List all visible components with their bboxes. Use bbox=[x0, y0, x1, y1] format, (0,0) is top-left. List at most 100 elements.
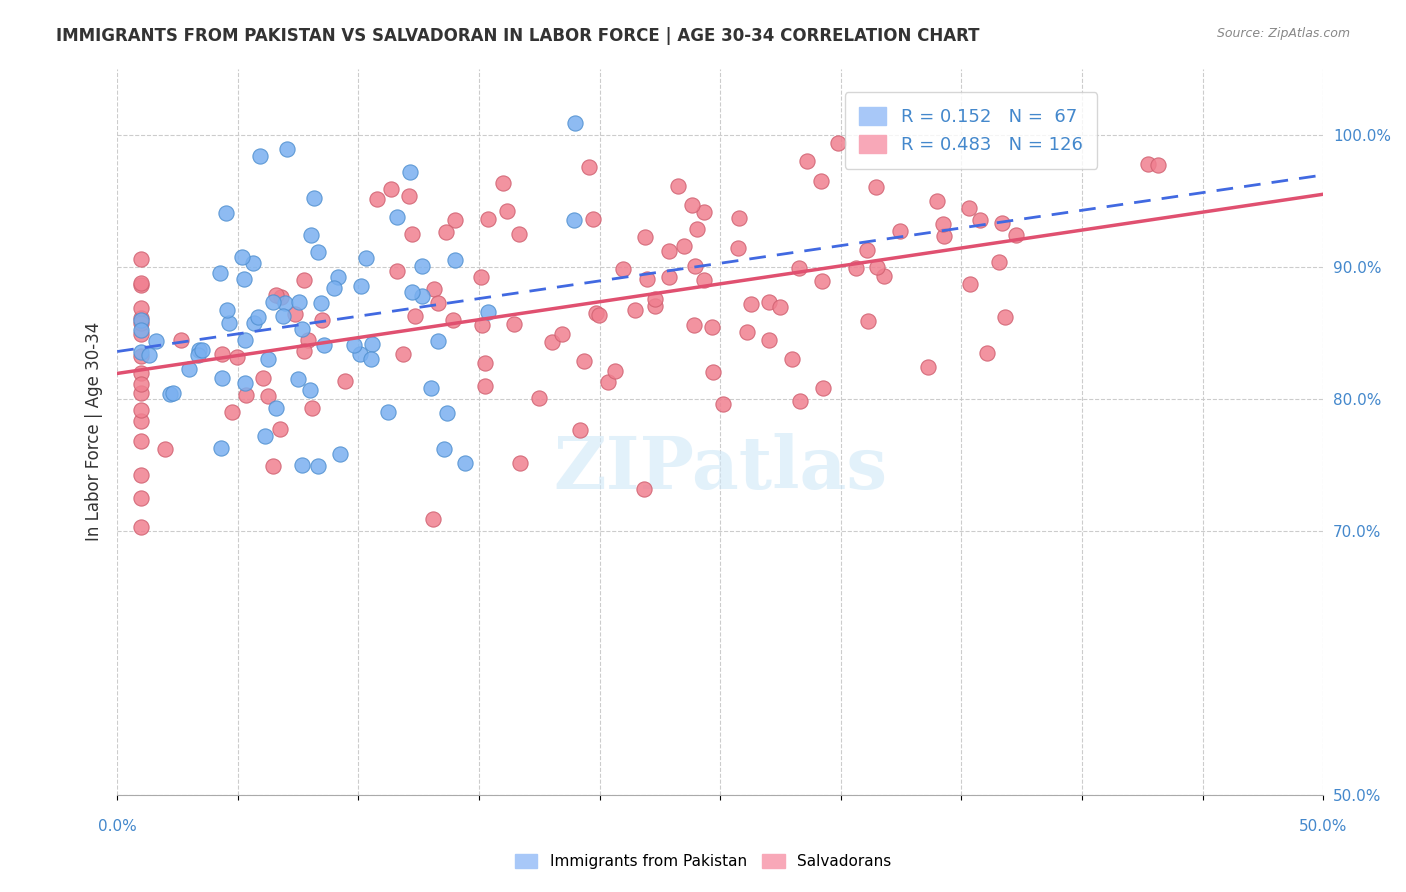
Y-axis label: In Labor Force | Age 30-34: In Labor Force | Age 30-34 bbox=[86, 322, 103, 541]
Point bbox=[423, 282, 446, 296]
Point bbox=[131, 414, 153, 428]
Point bbox=[232, 272, 254, 286]
Point bbox=[700, 320, 723, 334]
Point bbox=[789, 394, 811, 409]
Point bbox=[138, 348, 160, 362]
Point bbox=[398, 189, 420, 203]
Point bbox=[420, 381, 443, 395]
Point bbox=[233, 376, 256, 390]
Point bbox=[588, 308, 610, 322]
Point bbox=[291, 322, 314, 336]
Point bbox=[377, 404, 399, 418]
Point bbox=[858, 313, 880, 327]
Point bbox=[578, 161, 600, 175]
Point bbox=[252, 370, 274, 384]
Point bbox=[582, 212, 605, 227]
Text: Source: ZipAtlas.com: Source: ZipAtlas.com bbox=[1216, 27, 1350, 40]
Point bbox=[502, 317, 524, 331]
Point bbox=[1146, 158, 1168, 172]
Point bbox=[271, 310, 294, 324]
Point bbox=[211, 347, 233, 361]
Point bbox=[1005, 228, 1028, 243]
Point bbox=[392, 347, 415, 361]
Point bbox=[187, 348, 209, 362]
Point bbox=[162, 386, 184, 401]
Point bbox=[411, 289, 433, 303]
Point bbox=[131, 276, 153, 290]
Point bbox=[596, 376, 619, 390]
Point bbox=[208, 266, 231, 280]
Point bbox=[474, 379, 496, 393]
Point bbox=[612, 261, 634, 276]
Point bbox=[443, 213, 465, 227]
Point bbox=[253, 429, 276, 443]
Point bbox=[218, 316, 240, 330]
Point bbox=[380, 182, 402, 196]
Point bbox=[247, 310, 270, 324]
Point bbox=[399, 165, 422, 179]
Point bbox=[215, 303, 238, 318]
Point bbox=[991, 216, 1014, 230]
Point bbox=[131, 311, 153, 326]
Point bbox=[266, 288, 288, 302]
Point bbox=[634, 230, 657, 244]
Point bbox=[658, 270, 681, 285]
Point bbox=[693, 272, 716, 286]
Point bbox=[349, 347, 371, 361]
Point bbox=[360, 352, 382, 367]
Point bbox=[323, 281, 346, 295]
Point bbox=[686, 221, 709, 235]
Point bbox=[693, 204, 716, 219]
Point bbox=[682, 198, 704, 212]
Point bbox=[758, 295, 780, 310]
Point bbox=[889, 224, 911, 238]
Point bbox=[931, 217, 953, 231]
Point bbox=[827, 136, 849, 150]
Point bbox=[131, 277, 153, 292]
Point bbox=[335, 374, 357, 388]
Point bbox=[994, 310, 1017, 325]
Point bbox=[131, 520, 153, 534]
Point bbox=[569, 423, 592, 437]
Point bbox=[856, 243, 879, 257]
Point bbox=[789, 261, 811, 276]
Point bbox=[509, 456, 531, 470]
Point bbox=[214, 205, 236, 219]
Point bbox=[299, 228, 322, 243]
Point bbox=[477, 305, 499, 319]
Point bbox=[796, 153, 818, 168]
Point bbox=[603, 364, 626, 378]
Point bbox=[177, 361, 200, 376]
Point bbox=[934, 229, 956, 244]
Point bbox=[740, 297, 762, 311]
Point bbox=[191, 343, 214, 358]
Point bbox=[131, 301, 153, 315]
Point bbox=[343, 338, 366, 352]
Point bbox=[727, 241, 749, 255]
Point bbox=[644, 299, 666, 313]
Point bbox=[865, 179, 887, 194]
Point bbox=[474, 356, 496, 370]
Point bbox=[673, 239, 696, 253]
Point bbox=[683, 318, 706, 333]
Point bbox=[441, 313, 464, 327]
Point bbox=[131, 402, 153, 417]
Point bbox=[758, 333, 780, 347]
Text: 50.0%: 50.0% bbox=[1299, 819, 1347, 834]
Point bbox=[711, 397, 734, 411]
Point bbox=[422, 511, 444, 525]
Point bbox=[633, 482, 655, 496]
Point bbox=[257, 388, 280, 402]
Point bbox=[508, 227, 530, 241]
Point bbox=[242, 256, 264, 270]
Point bbox=[291, 458, 314, 472]
Point bbox=[226, 350, 249, 364]
Point bbox=[436, 406, 458, 420]
Text: 0.0%: 0.0% bbox=[98, 819, 136, 834]
Point bbox=[845, 260, 868, 275]
Point bbox=[387, 264, 409, 278]
Point bbox=[401, 227, 423, 241]
Point bbox=[917, 359, 939, 374]
Point bbox=[666, 179, 689, 194]
Point bbox=[131, 376, 153, 391]
